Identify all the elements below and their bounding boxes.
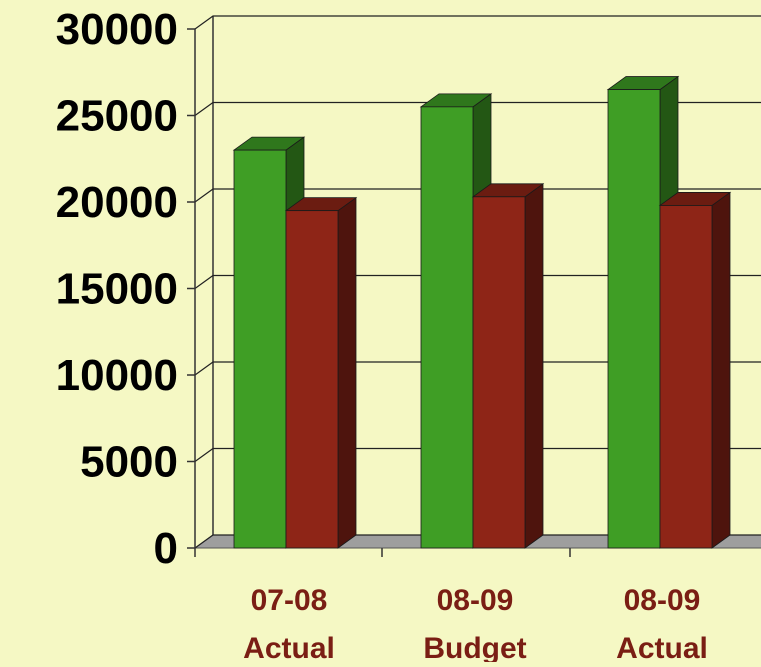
y-tick-label: 5000 (80, 438, 178, 487)
x-axis-tick-labels: 07-08 Actual 08-09 Budget 08-09 Actual (243, 584, 708, 665)
y-axis-tick-labels: 0 5000 10000 15000 20000 25000 30000 (56, 5, 178, 573)
y-tick-label: 20000 (56, 178, 178, 227)
axes (187, 28, 571, 557)
bar (658, 191, 732, 549)
x-tick-label: 07-08 (251, 584, 328, 617)
bar-front-face (472, 196, 526, 549)
bar-side-face (711, 191, 731, 549)
bar-side-face (524, 183, 544, 549)
y-tick-label: 25000 (56, 92, 178, 141)
x-tick-label: Actual (243, 632, 335, 662)
y-tick-label: 30000 (56, 5, 178, 54)
gridline (194, 274, 761, 289)
bar (471, 183, 545, 549)
gridline (194, 447, 761, 462)
y-tick-label: 15000 (56, 265, 178, 314)
gridlines (194, 15, 761, 549)
gridline (194, 361, 761, 376)
bar-front-face (285, 210, 339, 549)
gridline (194, 534, 761, 549)
bar-side-face (337, 196, 357, 549)
bar-front-face (607, 89, 661, 549)
gridline (194, 101, 761, 116)
x-tick-label: 08-09 (437, 584, 514, 617)
gridline (194, 15, 761, 30)
bar (284, 196, 358, 549)
bar-front-face (233, 149, 287, 549)
bar-front-face (420, 106, 474, 549)
x-tick-label: 08-09 (624, 584, 701, 617)
y-tick-label: 0 (154, 524, 178, 573)
bar-front-face (659, 205, 713, 549)
x-tick-label: Actual (616, 632, 708, 662)
gridline (194, 188, 761, 203)
bars (232, 75, 732, 549)
y-tick-label: 10000 (56, 351, 178, 400)
x-tick-label: Budget (423, 632, 526, 662)
